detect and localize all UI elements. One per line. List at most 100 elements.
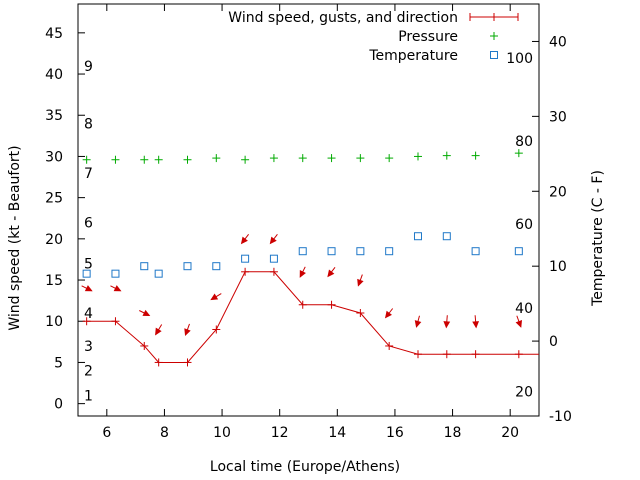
wind-arrow-head xyxy=(357,278,364,287)
wind-arrow xyxy=(472,315,480,329)
x-tick-label: 14 xyxy=(328,425,346,441)
wind-speed-point xyxy=(212,325,221,334)
wind-arrow-head xyxy=(299,269,306,278)
wind-arrow-head xyxy=(84,285,93,292)
pressure-point xyxy=(327,154,336,163)
x-tick-label: 8 xyxy=(160,425,169,441)
y-tick-label: 45 xyxy=(45,26,63,42)
x-tick-label: 10 xyxy=(213,425,231,441)
wind-speed-point xyxy=(514,350,523,359)
beaufort-label: 1 xyxy=(84,388,93,404)
pressure-point xyxy=(413,152,422,161)
legend-marker xyxy=(490,13,498,21)
temperature-point xyxy=(298,247,307,256)
wind-speed-point xyxy=(413,350,422,359)
y2-tick-label: 30 xyxy=(549,109,567,125)
legend-label: Temperature xyxy=(368,48,458,64)
wind-speed-point xyxy=(154,358,163,367)
temperature-point xyxy=(471,247,480,256)
temperature-point xyxy=(140,262,149,271)
pressure-point xyxy=(241,155,250,164)
x-axis-label: Local time (Europe/Athens) xyxy=(210,459,400,475)
y-tick-label: 0 xyxy=(54,397,63,413)
wind-arrow xyxy=(139,309,151,317)
beaufort-label: 2 xyxy=(84,364,93,380)
y-tick-label: 30 xyxy=(45,149,63,165)
wind-speed-point xyxy=(111,317,120,326)
wind-arrow xyxy=(81,285,93,292)
temperature-point xyxy=(385,247,394,256)
fahrenheit-label: 40 xyxy=(515,301,533,317)
series-0 xyxy=(82,267,539,367)
y2-tick-label: 0 xyxy=(549,334,558,350)
beaufort-label: 8 xyxy=(84,116,93,132)
legend: Wind speed, gusts, and direction Pressure… xyxy=(228,10,519,64)
wind-arrow-head xyxy=(155,327,162,336)
wind-arrow xyxy=(357,274,364,287)
x-tick-label: 12 xyxy=(271,425,289,441)
temperature-point xyxy=(212,262,221,271)
y2-tick-label: 10 xyxy=(549,259,567,275)
y-axis-label: Wind speed (kt - Beaufort) xyxy=(7,145,23,330)
wind-speed-point xyxy=(140,341,149,350)
beaufort-label: 9 xyxy=(84,59,93,75)
beaufort-labels: 1 2 3 4 5 6 7 8 9 xyxy=(84,59,93,405)
wind-arrow-head xyxy=(184,328,191,337)
wind-speed-point xyxy=(385,341,394,350)
y-tick-label: 10 xyxy=(45,314,63,330)
wind-arrow xyxy=(110,285,122,292)
series-group xyxy=(82,149,539,367)
wind-arrow xyxy=(327,266,336,278)
x-tick-label: 6 xyxy=(102,425,111,441)
pressure-point xyxy=(212,154,221,163)
legend-label: Pressure xyxy=(398,29,458,45)
plot-frame xyxy=(77,3,540,417)
wind-arrow xyxy=(269,234,278,245)
wind-arrow-head xyxy=(210,293,219,301)
pressure-point xyxy=(183,155,192,164)
temperature-point xyxy=(183,262,192,271)
wind-arrow xyxy=(299,266,306,278)
wind-arrow xyxy=(155,324,163,336)
pressure-point xyxy=(471,151,480,160)
wind-arrow-head xyxy=(414,320,422,328)
beaufort-label: 6 xyxy=(84,215,93,231)
wind-arrow xyxy=(414,315,422,328)
fahrenheit-label: 80 xyxy=(515,134,533,150)
y-tick-label: 40 xyxy=(45,67,63,83)
wind-arrow xyxy=(240,234,250,245)
pressure-point xyxy=(82,155,91,164)
series-2 xyxy=(82,232,523,278)
wind-speed-point xyxy=(298,300,307,309)
temperature-point xyxy=(111,269,120,278)
fahrenheit-labels: 20 40 60 80 100 xyxy=(506,51,533,400)
wind-speed-line xyxy=(86,271,539,363)
wind-arrow xyxy=(184,323,191,337)
y-tick-label: 35 xyxy=(45,108,63,124)
wind-arrow-head xyxy=(327,269,335,278)
axes-group: 6 8 10 12 14 16 18 20051015202530354045-1001020… xyxy=(45,3,572,441)
wind-arrow-head xyxy=(113,285,122,292)
beaufort-label: 3 xyxy=(84,339,93,355)
pressure-point xyxy=(514,149,523,158)
y-tick-label: 20 xyxy=(45,232,63,248)
beaufort-label: 5 xyxy=(84,257,93,273)
wind-speed-point xyxy=(269,267,278,276)
wind-speed-point xyxy=(327,300,336,309)
wind-arrow-head xyxy=(142,309,151,317)
pressure-point xyxy=(442,151,451,160)
y2-tick-label: -10 xyxy=(549,409,572,425)
pressure-point xyxy=(269,154,278,163)
wind-arrow-head xyxy=(515,320,523,328)
wind-arrow xyxy=(443,315,451,329)
fahrenheit-label: 20 xyxy=(515,384,533,400)
y2-tick-label: 40 xyxy=(549,34,567,50)
wind-speed-point xyxy=(442,350,451,359)
pressure-point xyxy=(154,155,163,164)
temperature-point xyxy=(413,232,422,241)
legend-marker xyxy=(490,51,498,59)
wind-arrow xyxy=(384,308,394,319)
wind-arrow-head xyxy=(472,321,480,329)
fahrenheit-label: 60 xyxy=(515,217,533,233)
